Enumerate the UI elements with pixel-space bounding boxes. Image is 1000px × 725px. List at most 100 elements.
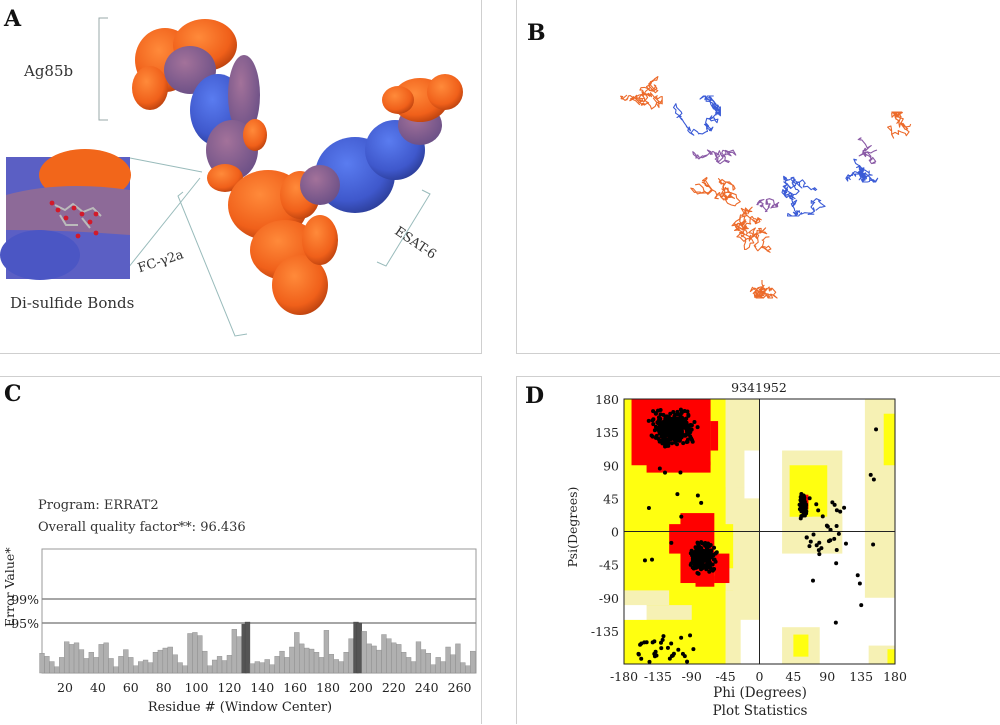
error-bar (137, 661, 144, 674)
residue-point (830, 500, 835, 505)
error-bar (338, 661, 344, 674)
y-tick-label: 90 (603, 458, 619, 473)
error-bar (202, 650, 208, 674)
generously-allowed-region (624, 590, 670, 606)
error-bar (162, 647, 168, 674)
error-bar (361, 631, 367, 674)
error-bar (244, 621, 251, 674)
residue-point (675, 412, 680, 417)
y-tick-label: -90 (599, 591, 619, 606)
residue-point (834, 508, 839, 513)
residue-point (653, 424, 658, 429)
residue-point (681, 441, 686, 446)
residue-point (657, 466, 662, 471)
residue-point (857, 581, 862, 586)
residue-point (817, 552, 822, 557)
residue-point (676, 435, 681, 440)
residue-point (650, 418, 655, 423)
x-tick-label: 20 (57, 680, 73, 695)
residue-point (669, 441, 674, 446)
residue-point (695, 493, 700, 498)
error-bar (128, 657, 134, 674)
x-tick-label: 40 (90, 680, 106, 695)
most-favoured-region (714, 553, 730, 584)
residue-point (675, 492, 680, 497)
x-tick-label: -45 (716, 669, 736, 684)
error-bar (249, 663, 256, 674)
residue-point (691, 555, 696, 560)
x-tick-label: 135 (849, 669, 873, 684)
residue-point (702, 542, 707, 547)
residue-point (674, 428, 679, 433)
residue-point (698, 565, 703, 570)
allowed-region (883, 413, 895, 466)
residue-point (804, 535, 809, 540)
error-bar (318, 657, 325, 674)
residue-point (676, 647, 681, 652)
residue-point (833, 620, 838, 625)
residue-point (871, 477, 876, 482)
error-bar (294, 632, 300, 674)
error-bar (264, 659, 270, 674)
plot-statistics-label: Plot Statistics (713, 703, 808, 719)
x-tick-label: 80 (156, 680, 172, 695)
residue-point (820, 514, 825, 519)
disallowed-region (740, 619, 760, 664)
residue-point (669, 426, 674, 431)
residue-point (647, 659, 652, 664)
residue-point (639, 656, 644, 661)
error-bar (425, 653, 431, 674)
error-bar (197, 635, 203, 674)
overall-quality-factor: Overall quality factor**: 96.436 (38, 520, 246, 535)
residue-point (855, 573, 860, 578)
residue-point (650, 640, 655, 645)
residue-point (656, 436, 661, 441)
x-tick-label: 200 (349, 680, 373, 695)
residue-point (679, 415, 684, 420)
error-bar (49, 661, 55, 674)
error-bar (231, 629, 237, 674)
residue-point (646, 418, 651, 423)
error-bar (211, 659, 218, 674)
residue-point (708, 566, 713, 571)
residue-point (712, 557, 717, 562)
residue-point (636, 651, 641, 656)
protein-surface (132, 19, 463, 315)
residue-point (808, 539, 813, 544)
residue-point (810, 578, 815, 583)
residue-point (669, 641, 674, 646)
x-tick-label: 240 (415, 680, 439, 695)
error-bar (236, 636, 242, 674)
residue-point (667, 420, 672, 425)
error-bar (410, 661, 417, 674)
error-bar (98, 644, 104, 674)
error-bar (88, 652, 94, 674)
residue-point (842, 505, 847, 510)
error-bar (405, 657, 412, 674)
residue-point (668, 411, 673, 416)
error-bar (207, 665, 213, 674)
residue-point (702, 556, 707, 561)
x-tick-label: 45 (785, 669, 801, 684)
protein-surface-model (0, 17, 463, 337)
backbone-trace (690, 176, 741, 207)
residue-point (665, 440, 670, 445)
panel-label-a: A (4, 6, 22, 32)
residue-point (662, 435, 667, 440)
residue-point (711, 552, 716, 557)
residue-point (669, 654, 674, 659)
error-bar (343, 652, 349, 674)
error-bar (177, 662, 183, 674)
panel-b: B (516, 0, 1000, 354)
residue-point (797, 502, 802, 507)
error-bar (308, 648, 315, 674)
residue-point (679, 514, 684, 519)
residue-point (669, 540, 674, 545)
error-bar (108, 658, 114, 674)
residue-point (690, 439, 695, 444)
error-bar (401, 652, 407, 674)
residue-point (688, 427, 693, 432)
y-tick-label: 45 (603, 491, 619, 506)
error-bar (313, 652, 320, 674)
residue-point (699, 540, 704, 545)
